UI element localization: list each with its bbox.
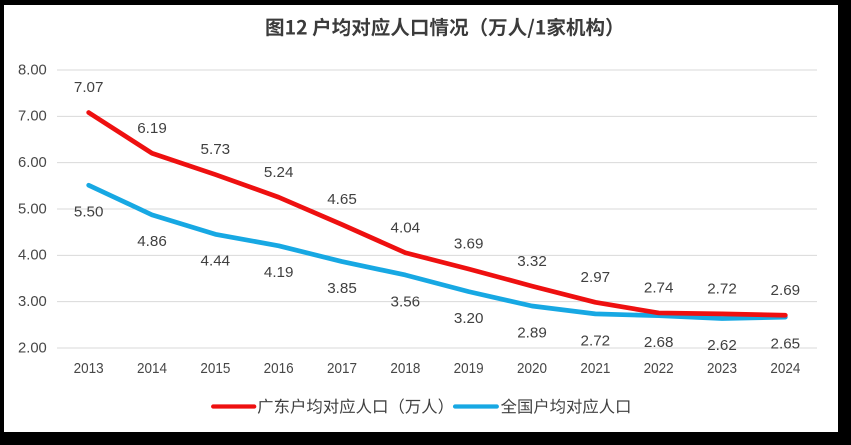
svg-text:2020: 2020 xyxy=(517,361,547,377)
svg-text:2.72: 2.72 xyxy=(707,281,737,298)
svg-text:5.24: 5.24 xyxy=(264,164,294,181)
svg-text:2022: 2022 xyxy=(644,361,674,377)
svg-text:3.69: 3.69 xyxy=(454,236,484,253)
svg-text:2023: 2023 xyxy=(707,361,737,377)
svg-text:5.73: 5.73 xyxy=(201,141,231,158)
svg-text:3.00: 3.00 xyxy=(18,294,47,310)
svg-text:2016: 2016 xyxy=(264,361,294,377)
svg-text:4.86: 4.86 xyxy=(137,233,167,250)
svg-text:2018: 2018 xyxy=(390,361,420,377)
svg-text:4.19: 4.19 xyxy=(264,264,294,281)
svg-text:2021: 2021 xyxy=(580,361,610,377)
svg-text:2.65: 2.65 xyxy=(771,336,801,353)
svg-text:4.00: 4.00 xyxy=(18,248,47,264)
svg-text:4.65: 4.65 xyxy=(327,191,357,208)
svg-text:2015: 2015 xyxy=(200,361,230,377)
svg-text:2.89: 2.89 xyxy=(517,324,547,341)
svg-text:3.20: 3.20 xyxy=(454,310,484,327)
svg-text:2019: 2019 xyxy=(454,361,484,377)
svg-text:6.19: 6.19 xyxy=(137,120,167,137)
svg-text:8.00: 8.00 xyxy=(18,62,47,78)
svg-text:2013: 2013 xyxy=(74,361,104,377)
svg-text:2.74: 2.74 xyxy=(644,280,674,297)
svg-text:5.50: 5.50 xyxy=(74,204,104,221)
svg-text:2.97: 2.97 xyxy=(581,269,611,286)
svg-text:2.69: 2.69 xyxy=(771,282,801,299)
svg-text:2.00: 2.00 xyxy=(18,340,47,356)
svg-text:2.72: 2.72 xyxy=(581,332,611,349)
svg-text:2.68: 2.68 xyxy=(644,334,674,351)
svg-text:3.56: 3.56 xyxy=(391,293,421,310)
svg-text:6.00: 6.00 xyxy=(18,155,47,171)
svg-text:3.85: 3.85 xyxy=(327,280,357,297)
svg-text:2017: 2017 xyxy=(327,361,357,377)
svg-text:5.00: 5.00 xyxy=(18,201,47,217)
svg-text:2024: 2024 xyxy=(770,361,800,377)
svg-text:4.44: 4.44 xyxy=(201,253,231,270)
svg-text:4.04: 4.04 xyxy=(391,219,421,236)
svg-text:7.00: 7.00 xyxy=(18,109,47,125)
svg-text:2014: 2014 xyxy=(137,361,167,377)
svg-text:3.32: 3.32 xyxy=(517,253,547,270)
svg-text:7.07: 7.07 xyxy=(74,79,104,96)
svg-text:2.62: 2.62 xyxy=(707,337,737,354)
